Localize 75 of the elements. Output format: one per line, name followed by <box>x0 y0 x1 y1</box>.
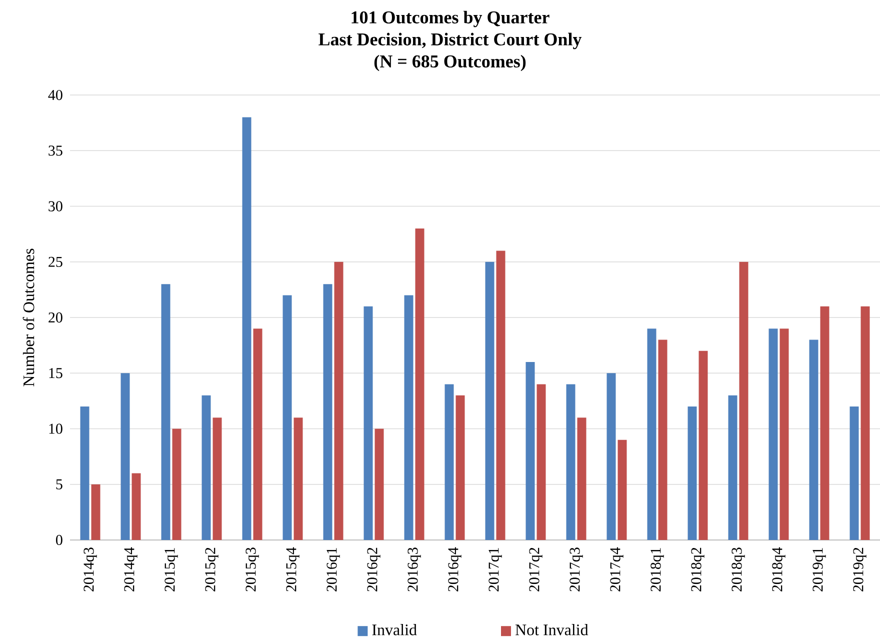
bar <box>496 250 506 540</box>
bar <box>294 418 303 540</box>
bar <box>698 350 708 540</box>
bar <box>91 484 100 540</box>
bar <box>739 262 748 540</box>
chart-subtitle: Last Decision, District Court Only <box>318 32 582 50</box>
x-tick-label: 2016q4 <box>448 547 462 592</box>
y-axis-title: Number of Outcomes <box>22 248 34 386</box>
bar <box>323 284 332 540</box>
y-tick-label: 20 <box>48 312 62 323</box>
x-tick-label: 2015q1 <box>164 548 178 592</box>
bar <box>444 384 454 540</box>
bar <box>120 373 130 540</box>
y-tick-label: 5 <box>56 479 62 490</box>
bar <box>536 384 546 540</box>
y-tick-label: 15 <box>49 368 62 378</box>
bar <box>820 306 830 540</box>
bar <box>688 406 697 540</box>
y-tick-label: 35 <box>48 146 62 156</box>
bar <box>253 328 262 540</box>
x-tick-label: 2015q4 <box>286 547 300 592</box>
x-tick-label: 2017q3 <box>570 548 583 592</box>
x-tick-label: 2019q1 <box>812 548 826 592</box>
bar <box>404 295 414 540</box>
chart-title: 101 Outcomes by Quarter <box>352 10 550 28</box>
x-tick-label: 2018q1 <box>650 548 664 592</box>
bar <box>485 262 494 540</box>
x-tick-label: 2015q2 <box>205 548 218 592</box>
bar <box>577 418 586 540</box>
legend-label: Invalid <box>372 624 417 636</box>
y-tick-label: 30 <box>48 201 62 212</box>
bar <box>242 117 252 540</box>
x-tick-label: 2017q2 <box>529 548 542 592</box>
bar <box>647 328 656 540</box>
bar <box>768 328 778 540</box>
bar <box>212 418 222 540</box>
bar <box>415 228 424 540</box>
bar <box>334 262 344 540</box>
x-tick-label: 2016q3 <box>408 548 421 592</box>
x-tick-label: 2018q4 <box>772 547 786 592</box>
legend-label: Not Invalid <box>515 624 588 636</box>
bar <box>172 428 182 540</box>
x-tick-label: 2019q2 <box>853 548 866 592</box>
x-tick-label: 2015q3 <box>246 548 259 592</box>
bar <box>566 384 576 540</box>
bar <box>456 395 465 540</box>
bar <box>364 306 373 540</box>
y-tick-label: 25 <box>48 256 62 267</box>
bar <box>374 428 384 540</box>
bar <box>526 362 535 540</box>
x-tick-label: 2016q1 <box>326 548 340 592</box>
bar <box>80 406 90 540</box>
x-tick-label: 2014q4 <box>124 547 138 592</box>
bar <box>161 284 170 540</box>
y-tick-label: 0 <box>56 534 62 546</box>
bar <box>606 373 616 540</box>
bar <box>658 340 668 540</box>
x-tick-label: 2016q2 <box>367 548 380 592</box>
bar <box>728 395 738 540</box>
x-tick-label: 2018q2 <box>691 548 704 592</box>
bar <box>809 340 818 540</box>
bar <box>132 473 141 540</box>
x-tick-label: 2018q3 <box>732 548 745 592</box>
y-tick-label: 40 <box>48 90 62 100</box>
y-tick-label: 10 <box>49 424 62 434</box>
x-tick-label: 2014q3 <box>84 548 97 592</box>
bar <box>282 295 292 540</box>
bar <box>850 406 859 540</box>
bar <box>860 306 870 540</box>
x-tick-label: 2017q1 <box>488 548 502 592</box>
bar <box>618 440 627 540</box>
x-tick-label: 2017q4 <box>610 547 624 592</box>
text: (N = 685 Outcomes) <box>374 54 526 72</box>
bar <box>202 395 211 540</box>
bar <box>780 328 789 540</box>
